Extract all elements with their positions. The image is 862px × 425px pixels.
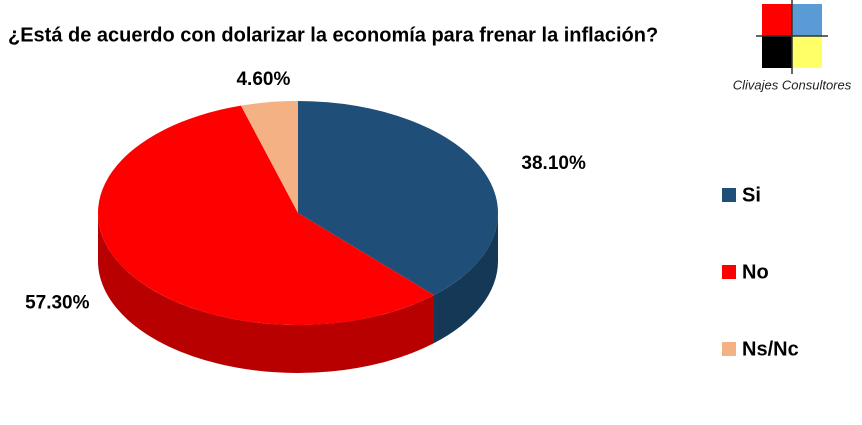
- pie-slice: [98, 105, 434, 325]
- data-label: 57.30%: [25, 293, 90, 314]
- pie-slice: [240, 101, 298, 213]
- pie-side: [98, 213, 434, 373]
- logo-icon: [756, 0, 828, 74]
- legend-label: Si: [742, 184, 761, 206]
- legend-label: Ns/Nc: [742, 338, 799, 360]
- legend-label: No: [742, 261, 769, 283]
- data-label: 38.10%: [521, 153, 586, 174]
- chart-title: ¿Está de acuerdo con dolarizar la econom…: [8, 24, 658, 46]
- pie-side: [433, 213, 498, 344]
- legend-swatch: [722, 342, 736, 356]
- pie-slice: [298, 101, 499, 296]
- logo-text: Clivajes Consultores: [733, 77, 852, 92]
- legend-swatch: [722, 188, 736, 202]
- legend-swatch: [722, 265, 736, 279]
- data-label: 4.60%: [236, 69, 290, 90]
